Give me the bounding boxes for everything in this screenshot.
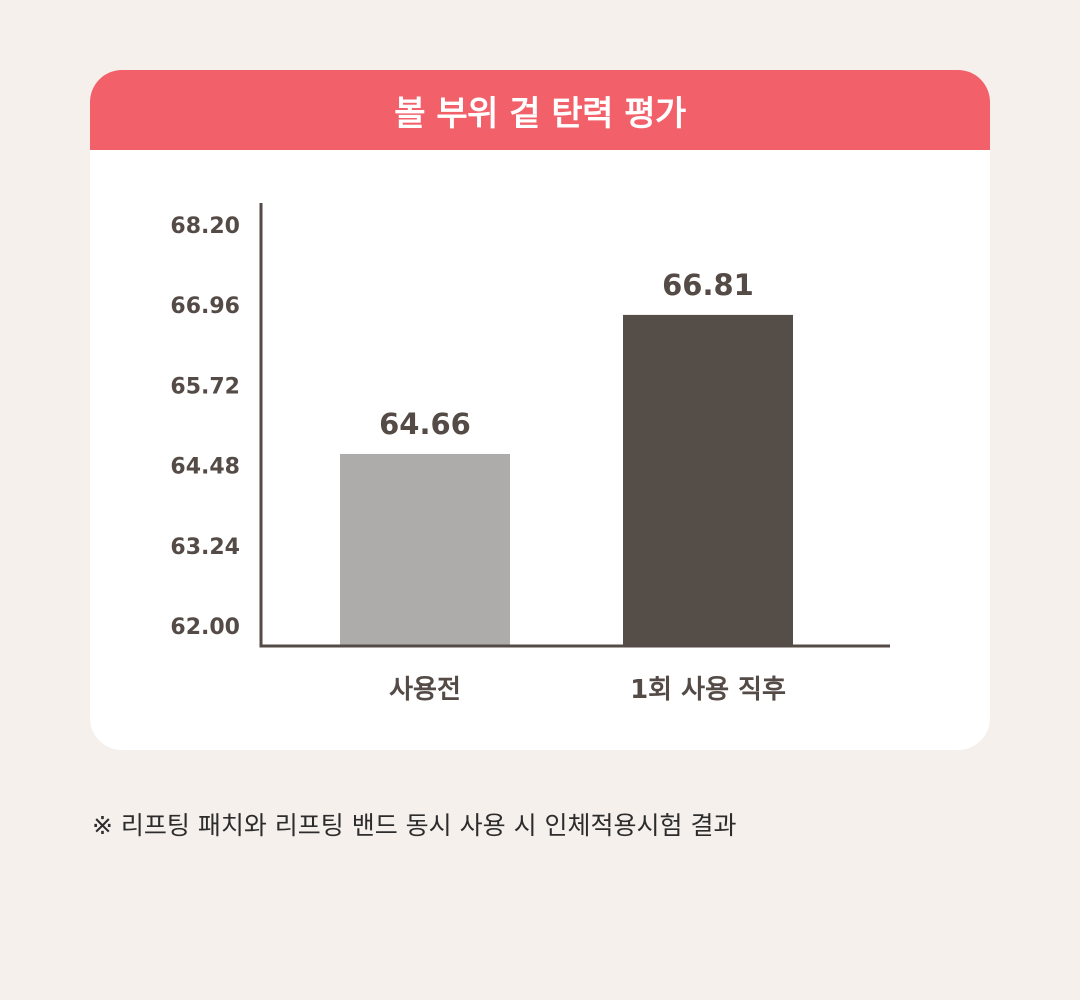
x-tick-label: 1회 사용 직후 bbox=[630, 675, 786, 705]
bar bbox=[340, 453, 510, 646]
data-label: 66.81 bbox=[662, 268, 754, 302]
chart-card: 볼 부위 겉 탄력 평가 68.20 66.96 65.72 64.48 63.24 62… bbox=[90, 70, 990, 750]
bar-chart: 68.20 66.96 65.72 64.48 63.24 62.00 64.66 사용전 66… bbox=[170, 203, 890, 705]
y-tick-label: 68.20 bbox=[170, 214, 240, 239]
footnote: ※ 리프팅 패치와 리프팅 밴드 동시 사용 시 인체적용시험 결과 bbox=[92, 811, 737, 840]
card-header: 볼 부위 겉 탄력 평가 bbox=[90, 70, 990, 150]
y-tick-label: 63.24 bbox=[170, 535, 240, 560]
chart-title: 볼 부위 겉 탄력 평가 bbox=[394, 93, 686, 134]
bar bbox=[623, 314, 793, 646]
y-tick-label: 62.00 bbox=[170, 615, 240, 640]
data-label: 64.66 bbox=[379, 407, 471, 441]
y-tick-label: 65.72 bbox=[170, 374, 240, 399]
x-tick-label: 사용전 bbox=[389, 675, 461, 705]
y-tick-label: 64.48 bbox=[170, 455, 240, 480]
y-tick-label: 66.96 bbox=[170, 294, 240, 319]
